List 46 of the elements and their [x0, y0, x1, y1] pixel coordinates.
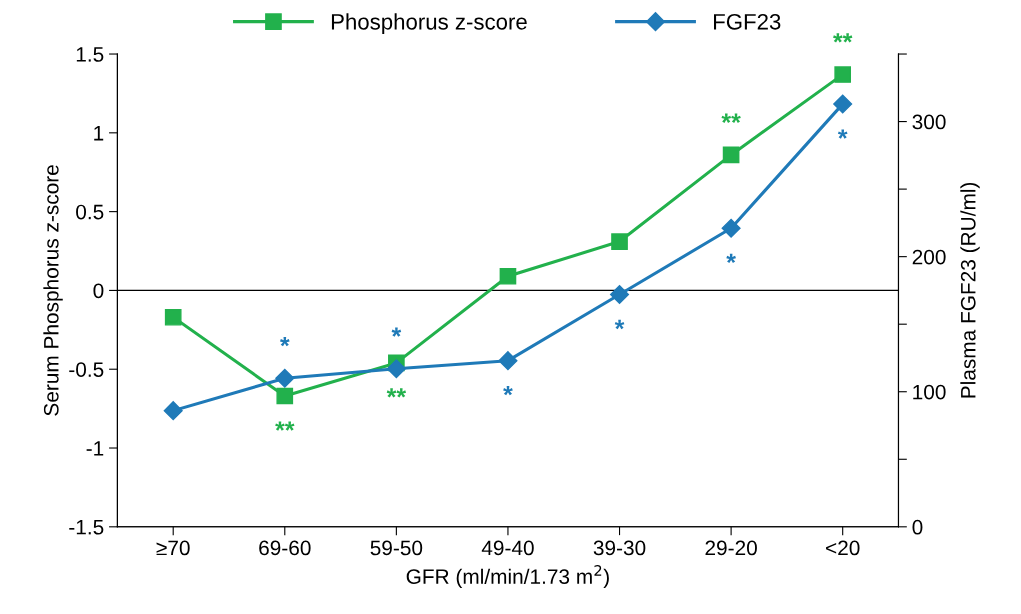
- data-label: **: [721, 113, 741, 123]
- y-tick-label: -0.5: [69, 362, 104, 377]
- point: [498, 351, 518, 371]
- data-label: **: [275, 421, 295, 431]
- point: [722, 146, 740, 164]
- y2-tick-label: 0: [912, 519, 923, 535]
- point: [499, 267, 517, 285]
- point: [609, 284, 630, 305]
- y-tick-label: -1.5: [69, 520, 104, 535]
- data-label: *: [280, 336, 290, 347]
- y2-tick-label: 300: [912, 114, 946, 130]
- y-tick-label: 0.5: [76, 204, 104, 220]
- legend-label: FGF23: [714, 13, 781, 30]
- point: [386, 359, 406, 379]
- x-tick-label: 59-50: [370, 540, 423, 556]
- point: [721, 218, 741, 238]
- data-label: **: [833, 33, 853, 43]
- x-axis-title: GFR (ml/min/1.73 m$^{2}$): [406, 564, 609, 589]
- legend-label: Phosphorus z-score: [331, 13, 527, 35]
- point: [834, 66, 852, 83]
- data-label: *: [837, 129, 848, 139]
- y2-axis-title: Plasma FGF23 (RU/ml): [960, 182, 980, 398]
- x-tick-label: <20: [826, 540, 860, 556]
- y-tick-label: 0: [93, 283, 104, 299]
- x-tick-label: 39-30: [593, 540, 646, 556]
- data-label: *: [726, 253, 736, 263]
- x-tick-label: 69-60: [259, 540, 311, 556]
- data-label: *: [391, 327, 402, 337]
- data-label: **: [386, 388, 407, 398]
- data-label: *: [614, 319, 625, 330]
- point: [163, 401, 183, 421]
- data-label: *: [503, 386, 513, 396]
- y2-tick-label: 200: [912, 249, 946, 265]
- y-tick-label: 1: [94, 126, 104, 141]
- point: [833, 94, 853, 114]
- point: [164, 308, 182, 326]
- y-tick-label: 1.5: [76, 47, 104, 62]
- x-tick-label: ≥70: [156, 540, 190, 556]
- x-tick-label: 49-40: [481, 540, 534, 556]
- point: [276, 387, 294, 405]
- point: [275, 368, 295, 388]
- y2-tick-label: 100: [913, 384, 946, 400]
- point: [611, 233, 628, 250]
- y-axis-title: Serum Phosphorus z-score: [43, 165, 63, 416]
- y-tick-label: -1: [86, 441, 104, 456]
- x-tick-label: 29-20: [705, 540, 757, 556]
